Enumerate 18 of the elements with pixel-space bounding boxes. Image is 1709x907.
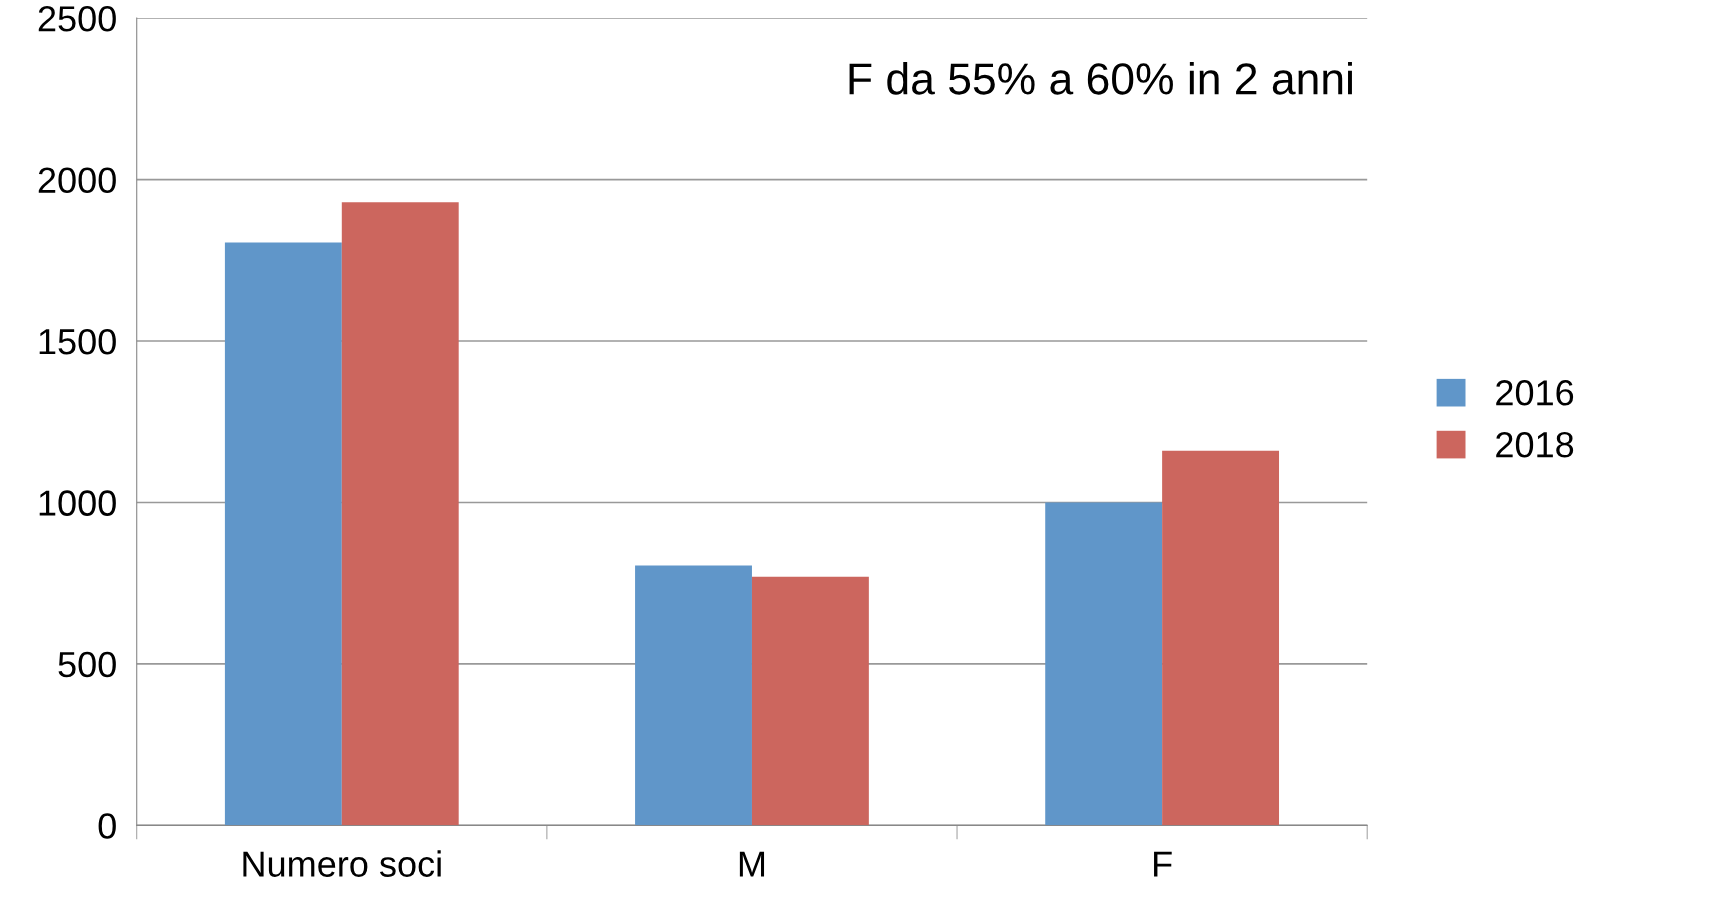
bar <box>224 242 342 826</box>
x-tick-label: F <box>1154 851 1172 877</box>
y-tick-label: 1500 <box>39 328 116 355</box>
y-tick-label: 0 <box>98 813 116 839</box>
y-tick-label: 2500 <box>38 6 116 32</box>
bar <box>341 202 459 826</box>
bar <box>751 576 869 826</box>
x-tick-label: M <box>739 851 765 877</box>
annotation: F da 55% a 60% in 2 anni <box>849 62 1352 95</box>
x-tick-label: Numero soci <box>243 850 441 877</box>
bar <box>1162 450 1280 826</box>
y-tick-label: 500 <box>58 651 116 678</box>
legend-label: 2018 <box>1496 431 1574 458</box>
bar <box>635 565 752 826</box>
y-tick-label: 2000 <box>38 167 116 194</box>
bar <box>1045 502 1163 826</box>
y-tick-label: 1000 <box>39 490 116 516</box>
legend-label: 2016 <box>1496 380 1574 406</box>
